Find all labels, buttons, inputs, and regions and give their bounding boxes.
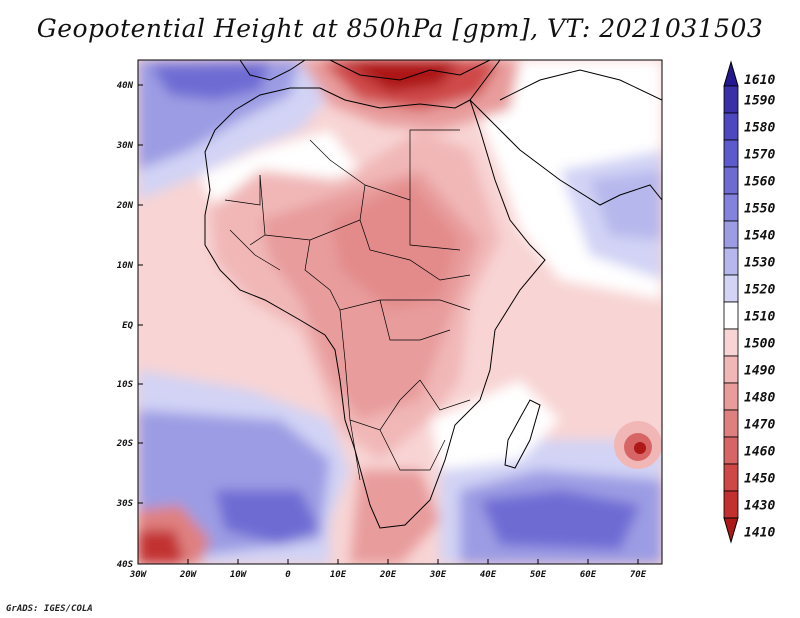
lat-tick-label: 30S — [116, 499, 134, 509]
lat-tick-label: 40N — [117, 81, 134, 91]
lat-tick-label: 20N — [116, 201, 134, 211]
colorbar-swatch — [723, 166, 739, 195]
colorbar: 1610 1590 1580 1570 1560 1550 1540 1530 1520 1510… — [723, 60, 775, 544]
lat-tick-label: 10S — [117, 380, 134, 390]
south-indian-low-region — [480, 490, 640, 550]
colorbar-swatch — [723, 85, 739, 114]
credit-label: GrADS: IGES/COLA — [6, 604, 93, 614]
colorbar-label: 1580 — [744, 121, 775, 136]
country-borders — [224, 129, 471, 481]
colorbar-label: 1430 — [744, 499, 775, 514]
colorbar-label: 1530 — [744, 256, 775, 271]
lat-tick-label: 20S — [116, 439, 134, 449]
iberia-coastline — [239, 60, 306, 81]
colorbar-label: 1510 — [744, 310, 775, 325]
colorbar-bottom-arrow — [723, 517, 739, 544]
colorbar-label: 1540 — [744, 229, 775, 244]
colorbar-label: 1560 — [744, 175, 775, 190]
colorbar-label: 1490 — [744, 364, 775, 379]
lon-tick-label: 20E — [379, 570, 397, 580]
lat-tick-label: 40S — [117, 560, 134, 570]
colorbar-swatch — [723, 247, 739, 276]
colorbar-swatch — [723, 112, 739, 141]
lon-tick-label: 30W — [129, 570, 148, 580]
lon-tick-label: 10E — [330, 570, 347, 580]
colorbar-swatch — [723, 301, 739, 330]
colorbar-label: 1520 — [744, 283, 775, 298]
colorbar-label: 1410 — [744, 526, 775, 541]
colorbar-swatch — [723, 490, 739, 519]
lat-tick-label: 10N — [117, 261, 134, 271]
madagascar-coastline — [504, 399, 541, 469]
lon-tick-label: 20W — [179, 570, 198, 580]
colorbar-label: 1480 — [744, 391, 775, 406]
colorbar-label: 1610 — [744, 73, 775, 88]
colorbar-swatch — [723, 463, 739, 492]
mascarene-cell — [614, 421, 662, 469]
colorbar-label: 1500 — [744, 337, 775, 352]
lon-tick-label: 10W — [230, 570, 248, 580]
lon-tick-label: 40E — [480, 570, 497, 580]
lon-axis: 30W 20W 10W 0 10E 20E 30E 40E 50E 60E 70… — [129, 559, 647, 580]
south-atlantic-low-region — [215, 490, 320, 545]
height-field — [138, 60, 662, 564]
colorbar-swatch — [723, 382, 739, 411]
lon-tick-label: 30E — [429, 570, 447, 580]
colorbar-swatch — [723, 328, 739, 357]
colorbar-label: 1550 — [744, 202, 775, 217]
colorbar-label: 1450 — [744, 472, 775, 487]
colorbar-label: 1470 — [744, 418, 775, 433]
colorbar-swatch — [723, 220, 739, 249]
colorbar-swatch — [723, 355, 739, 384]
chart-title: Geopotential Height at 850hPa [gpm], VT:… — [36, 14, 764, 43]
colorbar-label: 1460 — [744, 445, 775, 460]
colorbar-top-arrow — [723, 60, 739, 87]
colorbar-swatch — [723, 274, 739, 303]
lon-tick-label: 50E — [530, 570, 547, 580]
map-frame — [137, 59, 663, 565]
lon-tick-label: 70E — [630, 570, 647, 580]
lat-axis: 40N 30N 20N 10N EQ 10S 20S 30S 40S — [116, 81, 143, 570]
africa-coastline — [204, 87, 546, 529]
colorbar-label: 1570 — [744, 148, 775, 163]
lon-tick-label: 0 — [285, 570, 291, 580]
colorbar-swatch — [723, 409, 739, 438]
lat-tick-label: EQ — [122, 321, 133, 331]
colorbar-swatch — [723, 193, 739, 222]
lon-tick-label: 60E — [580, 570, 597, 580]
colorbar-label: 1590 — [744, 94, 775, 109]
coastlines — [204, 60, 662, 529]
colorbar-swatch — [723, 139, 739, 168]
colorbar-swatch — [723, 436, 739, 465]
lat-tick-label: 30N — [116, 141, 134, 151]
